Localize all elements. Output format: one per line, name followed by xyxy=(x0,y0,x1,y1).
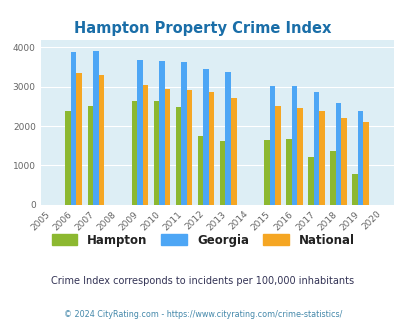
Bar xyxy=(275,106,280,205)
Bar xyxy=(65,111,71,205)
Text: Hampton Property Crime Index: Hampton Property Crime Index xyxy=(74,20,331,36)
Bar xyxy=(203,69,209,205)
Bar xyxy=(352,174,357,205)
Bar xyxy=(71,52,76,205)
Bar xyxy=(335,103,341,205)
Bar xyxy=(286,139,291,205)
Legend: Hampton, Georgia, National: Hampton, Georgia, National xyxy=(51,234,354,247)
Bar xyxy=(142,85,148,205)
Bar xyxy=(93,51,98,205)
Bar xyxy=(181,62,186,205)
Bar xyxy=(186,90,192,205)
Bar xyxy=(137,60,142,205)
Bar xyxy=(362,122,368,205)
Bar xyxy=(341,118,346,205)
Bar xyxy=(209,92,214,205)
Bar xyxy=(307,157,313,205)
Bar xyxy=(153,101,159,205)
Bar xyxy=(230,98,236,205)
Text: © 2024 CityRating.com - https://www.cityrating.com/crime-statistics/: © 2024 CityRating.com - https://www.city… xyxy=(64,310,341,319)
Bar xyxy=(313,92,318,205)
Bar xyxy=(220,141,225,205)
Bar xyxy=(131,101,137,205)
Bar xyxy=(291,86,296,205)
Bar xyxy=(296,108,302,205)
Text: Crime Index corresponds to incidents per 100,000 inhabitants: Crime Index corresponds to incidents per… xyxy=(51,276,354,286)
Bar xyxy=(330,151,335,205)
Bar xyxy=(318,112,324,205)
Bar xyxy=(76,73,82,205)
Bar xyxy=(225,72,230,205)
Bar xyxy=(98,75,104,205)
Bar xyxy=(87,106,93,205)
Bar xyxy=(264,140,269,205)
Bar xyxy=(357,111,362,205)
Bar xyxy=(164,89,170,205)
Bar xyxy=(159,61,164,205)
Bar xyxy=(175,107,181,205)
Bar xyxy=(269,86,275,205)
Bar xyxy=(197,136,203,205)
